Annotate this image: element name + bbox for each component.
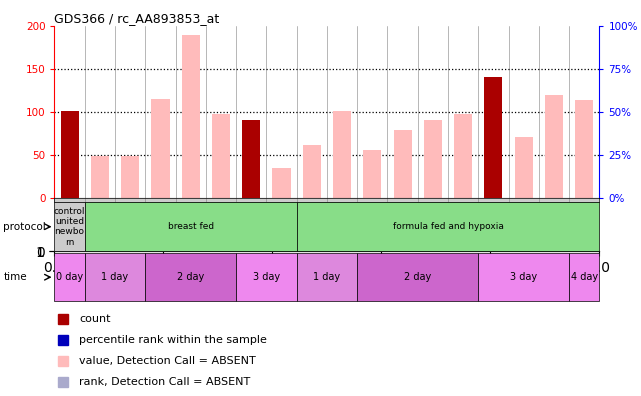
Bar xyxy=(242,120,260,198)
Bar xyxy=(121,156,139,198)
Text: control
united
newbo
rn: control united newbo rn xyxy=(54,207,85,247)
Bar xyxy=(297,253,357,301)
Bar xyxy=(333,111,351,198)
Bar xyxy=(151,99,169,198)
Text: count: count xyxy=(79,314,110,324)
Bar xyxy=(515,137,533,198)
Text: value, Detection Call = ABSENT: value, Detection Call = ABSENT xyxy=(79,356,256,366)
Text: rank, Detection Call = ABSENT: rank, Detection Call = ABSENT xyxy=(79,377,250,386)
Text: time: time xyxy=(3,272,27,282)
Bar xyxy=(54,202,85,251)
Bar xyxy=(478,253,569,301)
Bar xyxy=(54,253,85,301)
Text: breast fed: breast fed xyxy=(168,222,213,231)
Text: 0 day: 0 day xyxy=(56,272,83,282)
Text: protocol: protocol xyxy=(3,222,46,232)
Bar xyxy=(303,145,321,198)
Bar xyxy=(85,253,146,301)
Bar xyxy=(91,156,109,198)
Bar xyxy=(575,100,594,198)
Text: GDS366 / rc_AA893853_at: GDS366 / rc_AA893853_at xyxy=(54,11,220,25)
Bar xyxy=(60,156,79,198)
Bar xyxy=(146,253,236,301)
Bar xyxy=(272,168,290,198)
Text: 1 day: 1 day xyxy=(101,272,129,282)
Bar xyxy=(85,202,297,251)
Text: 4 day: 4 day xyxy=(570,272,598,282)
Text: 1 day: 1 day xyxy=(313,272,340,282)
Bar xyxy=(297,202,599,251)
Bar xyxy=(424,120,442,198)
Bar xyxy=(454,114,472,198)
Text: percentile rank within the sample: percentile rank within the sample xyxy=(79,335,267,345)
Bar xyxy=(363,150,381,198)
Text: 3 day: 3 day xyxy=(253,272,280,282)
Text: 2 day: 2 day xyxy=(404,272,431,282)
Bar xyxy=(60,111,79,198)
Bar xyxy=(485,76,503,198)
Bar xyxy=(181,35,200,198)
Text: formula fed and hypoxia: formula fed and hypoxia xyxy=(392,222,503,231)
Bar xyxy=(212,114,230,198)
Bar xyxy=(545,95,563,198)
Bar xyxy=(236,253,297,301)
Bar xyxy=(357,253,478,301)
Text: 2 day: 2 day xyxy=(177,272,204,282)
Bar xyxy=(569,253,599,301)
Text: 3 day: 3 day xyxy=(510,272,537,282)
Bar xyxy=(394,130,412,198)
